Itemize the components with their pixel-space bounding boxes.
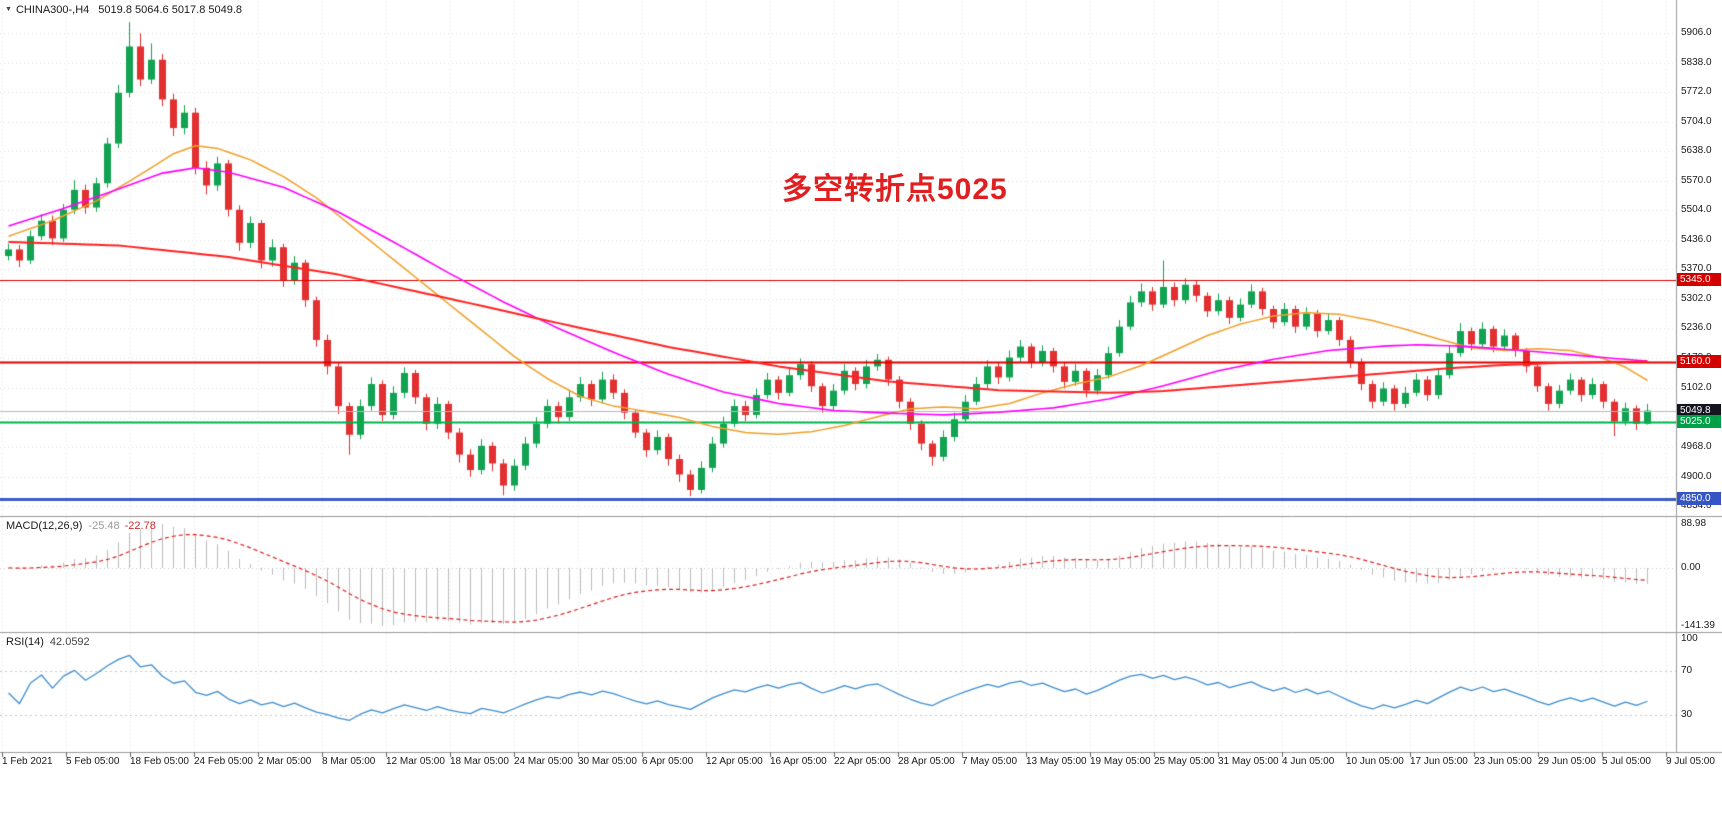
time-axis-label: 12 Mar 05:00 xyxy=(386,756,445,767)
price-axis-label: 5504.0 xyxy=(1681,204,1712,216)
time-axis-label: 29 Jun 05:00 xyxy=(1538,756,1596,767)
macd-axis-label: 88.98 xyxy=(1681,518,1707,529)
time-axis-label: 31 May 05:00 xyxy=(1218,756,1279,767)
time-axis-label: 1 Feb 2021 xyxy=(2,756,53,767)
macd-indicator-label: MACD(12,26,9) -25.48 -22.78 xyxy=(6,520,156,532)
price-axis-label: 5838.0 xyxy=(1681,56,1712,68)
price-axis-label: 4900.0 xyxy=(1681,470,1712,482)
time-axis[interactable]: 1 Feb 2021 5 Feb 05:00 18 Feb 05:00 24 Feb … xyxy=(0,752,1722,772)
macd-name: MACD(12,26,9) xyxy=(6,520,83,532)
time-axis-label: 18 Feb 05:00 xyxy=(130,756,189,767)
collapse-triangle-icon[interactable]: ▼ xyxy=(5,6,12,13)
time-axis-label: 30 Mar 05:00 xyxy=(578,756,637,767)
macd-signal-value: -22.78 xyxy=(124,520,156,532)
price-axis-label: 5436.0 xyxy=(1681,234,1712,246)
macd-axis-label: -141.39 xyxy=(1681,620,1715,631)
price-axis[interactable]: 5906.0 5838.0 5772.0 5704.0 5638.0 5570.0 5504… xyxy=(1676,0,1722,516)
price-axis-label: 5102.0 xyxy=(1681,381,1712,393)
rsi-indicator-label: RSI(14) 42.0592 xyxy=(6,636,90,648)
price-level-badge: 5025.0 xyxy=(1677,414,1721,428)
time-axis-label: 8 Mar 05:00 xyxy=(322,756,376,767)
price-level-badge: 5049.8 xyxy=(1677,403,1721,417)
time-axis-label: 24 Feb 05:00 xyxy=(194,756,253,767)
time-axis-label: 4 Jun 05:00 xyxy=(1282,756,1335,767)
time-axis-label: 23 Jun 05:00 xyxy=(1474,756,1532,767)
time-axis-label: 6 Apr 05:00 xyxy=(642,756,694,767)
price-axis-label: 5370.0 xyxy=(1681,263,1712,275)
price-axis-label: 5570.0 xyxy=(1681,175,1712,187)
price-axis-label: 5638.0 xyxy=(1681,145,1712,157)
time-axis-label: 17 Jun 05:00 xyxy=(1410,756,1468,767)
time-axis-label: 5 Feb 05:00 xyxy=(66,756,120,767)
symbol-period-label: CHINA300-,H4 xyxy=(15,4,90,16)
price-axis-label: 5302.0 xyxy=(1681,293,1712,305)
rsi-axis-label: 30 xyxy=(1681,709,1693,720)
time-axis-label: 7 May 05:00 xyxy=(962,756,1018,767)
time-axis-label: 24 Mar 05:00 xyxy=(514,756,573,767)
time-axis-label: 18 Mar 05:00 xyxy=(450,756,509,767)
rsi-axis-label: 70 xyxy=(1681,665,1693,676)
macd-axis-label: 0.00 xyxy=(1681,561,1701,573)
rsi-value: 42.0592 xyxy=(49,636,90,648)
time-axis-label: 5 Jul 05:00 xyxy=(1602,756,1651,767)
time-axis-label: 10 Jun 05:00 xyxy=(1346,756,1404,767)
time-axis-label: 2 Mar 05:00 xyxy=(258,756,312,767)
price-axis-label: 5236.0 xyxy=(1681,322,1712,334)
price-level-badge: 4850.0 xyxy=(1677,491,1721,505)
time-axis-label: 22 Apr 05:00 xyxy=(834,756,891,767)
time-axis-label: 28 Apr 05:00 xyxy=(898,756,955,767)
price-level-badge: 5345.0 xyxy=(1677,273,1721,287)
price-axis-label: 4834.0 xyxy=(1681,499,1712,511)
price-axis-label: 5704.0 xyxy=(1681,115,1712,127)
macd-axis[interactable]: 88.98 0.00 -141.39 xyxy=(1676,516,1722,632)
price-level-badge: 5160.0 xyxy=(1677,354,1721,368)
time-axis-label: 13 May 05:00 xyxy=(1026,756,1087,767)
rsi-axis-label: 100 xyxy=(1681,633,1698,644)
macd-main-value: -25.48 xyxy=(88,520,120,532)
price-axis-label: 5906.0 xyxy=(1681,26,1712,38)
rsi-name: RSI(14) xyxy=(6,636,44,648)
rsi-axis[interactable]: 100 70 30 xyxy=(1676,632,1722,752)
price-axis-label: 5772.0 xyxy=(1681,85,1712,97)
chart-title: ▼ CHINA300-,H4 5019.8 5064.6 5017.8 5049.8 xyxy=(5,4,242,16)
annotation-text: 多空转折点5025 xyxy=(782,173,1008,206)
time-axis-label: 16 Apr 05:00 xyxy=(770,756,827,767)
time-axis-label: 9 Jul 05:00 xyxy=(1666,756,1715,767)
time-axis-label: 19 May 05:00 xyxy=(1090,756,1151,767)
price-axis-label: 4968.0 xyxy=(1681,440,1712,452)
time-axis-label: 25 May 05:00 xyxy=(1154,756,1215,767)
ohlc-values: 5019.8 5064.6 5017.8 5049.8 xyxy=(98,4,243,16)
time-axis-label: 12 Apr 05:00 xyxy=(706,756,763,767)
